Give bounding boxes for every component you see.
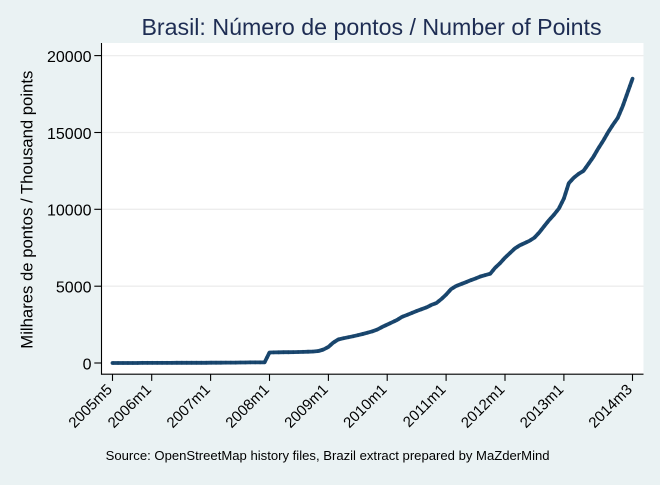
svg-text:0: 0 [83, 356, 92, 373]
svg-text:15000: 15000 [47, 126, 92, 143]
svg-text:Brasil: Número de pontos / Num: Brasil: Número de pontos / Number of Poi… [141, 14, 601, 40]
svg-text:10000: 10000 [47, 203, 92, 220]
svg-text:5000: 5000 [56, 280, 92, 297]
svg-text:20000: 20000 [47, 49, 92, 66]
svg-text:Source: OpenStreetMap history: Source: OpenStreetMap history files, Bra… [106, 448, 550, 463]
svg-text:Milhares de pontos / Thousand: Milhares de pontos / Thousand points [17, 71, 36, 349]
